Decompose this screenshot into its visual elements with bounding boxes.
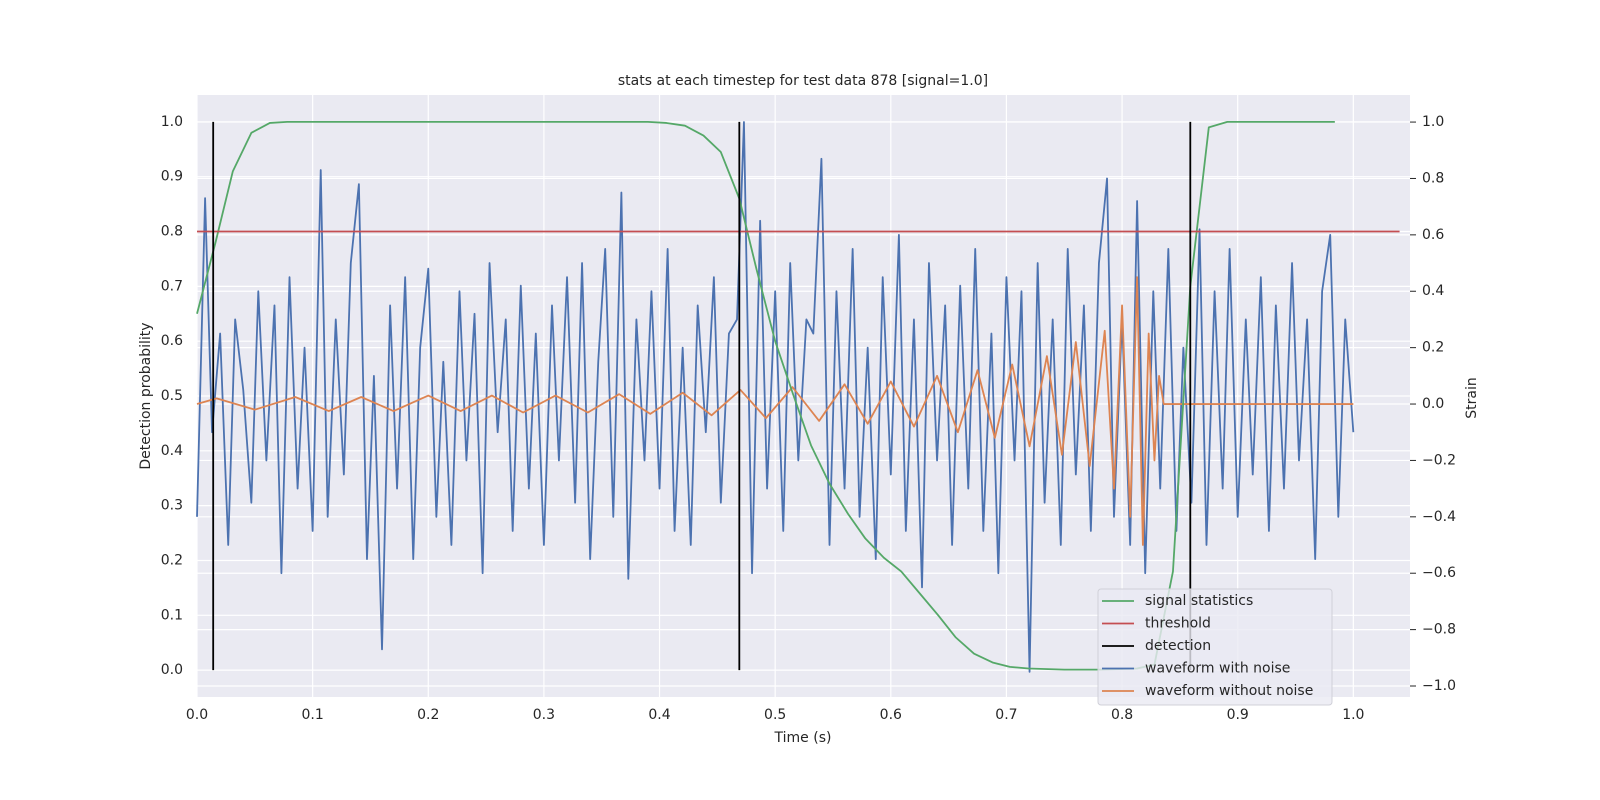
y-tick-label: 0.2 <box>161 552 183 568</box>
x-tick-label: 0.2 <box>417 707 439 723</box>
legend-label: signal statistics <box>1145 593 1253 609</box>
y2-tick-label: 0.0 <box>1422 396 1444 412</box>
x-tick-label: 1.0 <box>1342 707 1364 723</box>
y2-axis-label: Strain <box>1464 377 1480 418</box>
y-tick-label: 1.0 <box>161 114 183 130</box>
x-axis-label: Time (s) <box>774 730 832 746</box>
series-line <box>196 276 1354 546</box>
y2-tick-label: 0.8 <box>1422 170 1444 186</box>
series-line <box>196 121 1355 673</box>
legend-label: waveform with noise <box>1145 661 1290 677</box>
x-tick-label: 0.5 <box>764 707 786 723</box>
y-axis-label: Detection probability <box>138 322 154 469</box>
y2-tick-label: −0.8 <box>1422 622 1456 638</box>
y2-tick-label: 0.4 <box>1422 283 1444 299</box>
y-tick-label: 0.6 <box>161 333 183 349</box>
y-tick-label: 0.7 <box>161 278 183 294</box>
x-tick-label: 0.3 <box>533 707 555 723</box>
legend-label: waveform without noise <box>1145 683 1313 699</box>
y2-tick-label: 0.2 <box>1422 340 1444 356</box>
y2-tick-label: 1.0 <box>1422 114 1444 130</box>
y2-tick-label: −0.2 <box>1422 452 1456 468</box>
y2-tick-label: −1.0 <box>1422 678 1456 694</box>
y2-tick-label: −0.4 <box>1422 509 1456 525</box>
legend-box <box>1097 588 1333 706</box>
legend-label: detection <box>1145 638 1211 654</box>
y-tick-label: 0.9 <box>161 169 183 185</box>
x-tick-label: 0.1 <box>302 707 324 723</box>
y-tick-label: 0.3 <box>161 498 183 514</box>
y-tick-label: 0.5 <box>161 388 183 404</box>
x-tick-label: 0.0 <box>186 707 208 723</box>
y2-tick-label: −0.6 <box>1422 565 1456 581</box>
y-tick-label: 0.4 <box>161 443 183 459</box>
y-tick-label: 0.1 <box>161 607 183 623</box>
y-tick-label: 0.0 <box>161 662 183 678</box>
y-tick-label: 0.8 <box>161 224 183 240</box>
y2-tick-label: 0.6 <box>1422 227 1444 243</box>
x-tick-label: 0.9 <box>1227 707 1249 723</box>
legend-label: threshold <box>1145 616 1211 632</box>
chart-title: stats at each timestep for test data 878… <box>618 73 988 89</box>
x-tick-label: 0.8 <box>1111 707 1133 723</box>
x-tick-label: 0.7 <box>995 707 1017 723</box>
x-tick-label: 0.4 <box>648 707 670 723</box>
x-tick-label: 0.6 <box>880 707 902 723</box>
